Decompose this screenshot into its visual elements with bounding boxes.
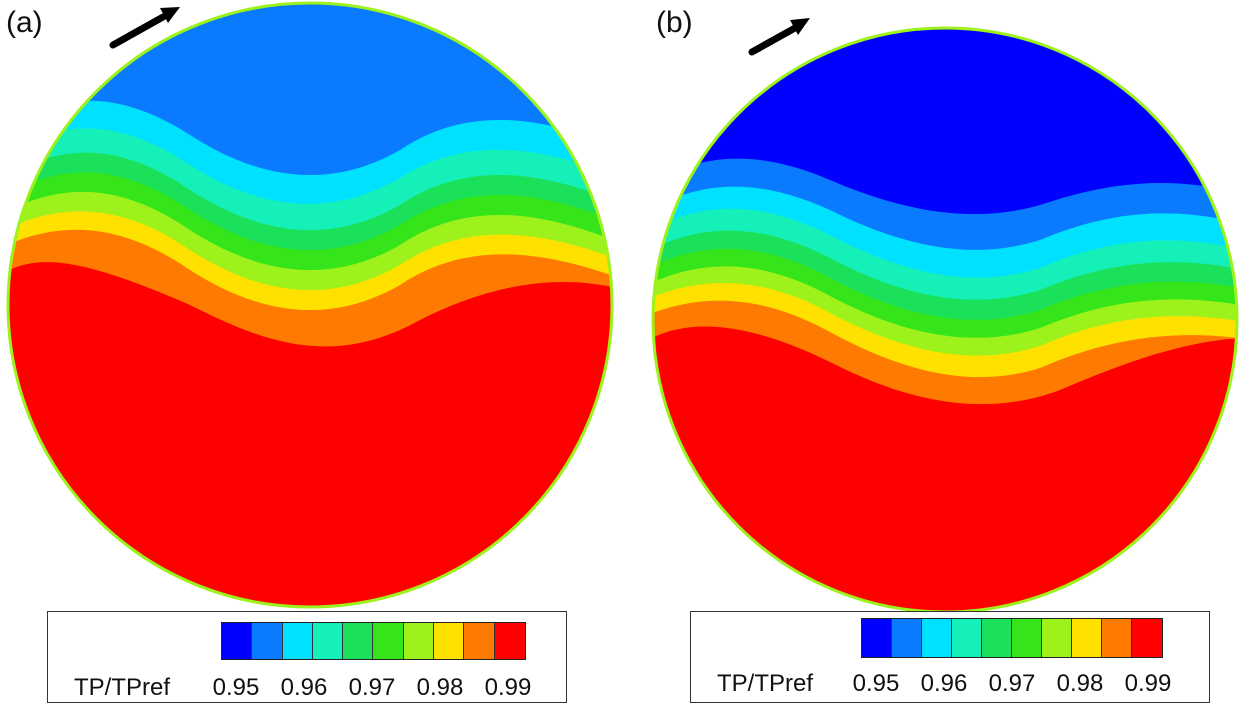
flow-arrow-icon (748, 18, 810, 56)
legend-box-a: TP/TPref 0.95 0.96 0.97 0.98 0.99 (47, 611, 567, 703)
legend-swatch (1042, 619, 1072, 657)
legend-ticks-b: 0.95 0.96 0.97 0.98 0.99 (853, 670, 1172, 700)
domain-edge-a (6, 1, 614, 609)
legend-swatch (494, 623, 525, 659)
legend-swatch (403, 623, 435, 659)
legend-box-b: TP/TPref 0.95 0.96 0.97 0.98 0.99 (690, 611, 1210, 703)
legend-tick: 0.99 (484, 674, 532, 701)
contour-plot-a (6, 1, 614, 609)
flow-arrow-icon (109, 7, 180, 49)
legend-swatch (1012, 619, 1042, 657)
legend-swatch (252, 623, 283, 659)
legend-tick: 0.98 (1056, 670, 1104, 697)
legend-ticks-a: 0.95 0.96 0.97 0.98 0.99 (213, 674, 532, 704)
contour-bands-b (653, 28, 1237, 612)
legend-tick: 0.97 (988, 670, 1036, 697)
legend-swatch (982, 619, 1012, 657)
legend-tick: 0.95 (852, 670, 900, 697)
legend-swatch (1102, 619, 1132, 657)
legend-tick: 0.99 (1124, 670, 1172, 697)
panel-label-a: (a) (6, 6, 43, 39)
legend-title-b: TP/TPref (717, 670, 814, 697)
panel-a: (a) (6, 1, 614, 703)
legend-tick: 0.96 (280, 674, 328, 701)
legend-swatch (222, 623, 253, 659)
legend-swatch (434, 623, 465, 659)
contour-plot-b (651, 18, 1239, 614)
legend-strip-a (221, 622, 526, 660)
legend-swatch (1132, 619, 1162, 657)
legend-title-a: TP/TPref (74, 674, 171, 701)
panel-b: (b) (640, 0, 1250, 707)
legend-swatch (373, 623, 404, 659)
panel-label-b: (b) (656, 6, 693, 39)
legend-swatch (1072, 619, 1102, 657)
legend-swatch (862, 619, 892, 657)
legend-swatch (892, 619, 922, 657)
legend-swatch (312, 623, 344, 659)
legend-tick: 0.98 (416, 674, 464, 701)
legend-swatch (952, 619, 982, 657)
legend-swatch (282, 623, 313, 659)
legend-tick: 0.96 (920, 670, 968, 697)
legend-swatch (922, 619, 952, 657)
contour-bands-a (8, 3, 612, 607)
legend-swatch (343, 623, 374, 659)
legend-tick: 0.95 (212, 674, 260, 701)
legend-swatch (464, 623, 495, 659)
legend-strip-b (861, 618, 1163, 658)
legend-tick: 0.97 (348, 674, 396, 701)
